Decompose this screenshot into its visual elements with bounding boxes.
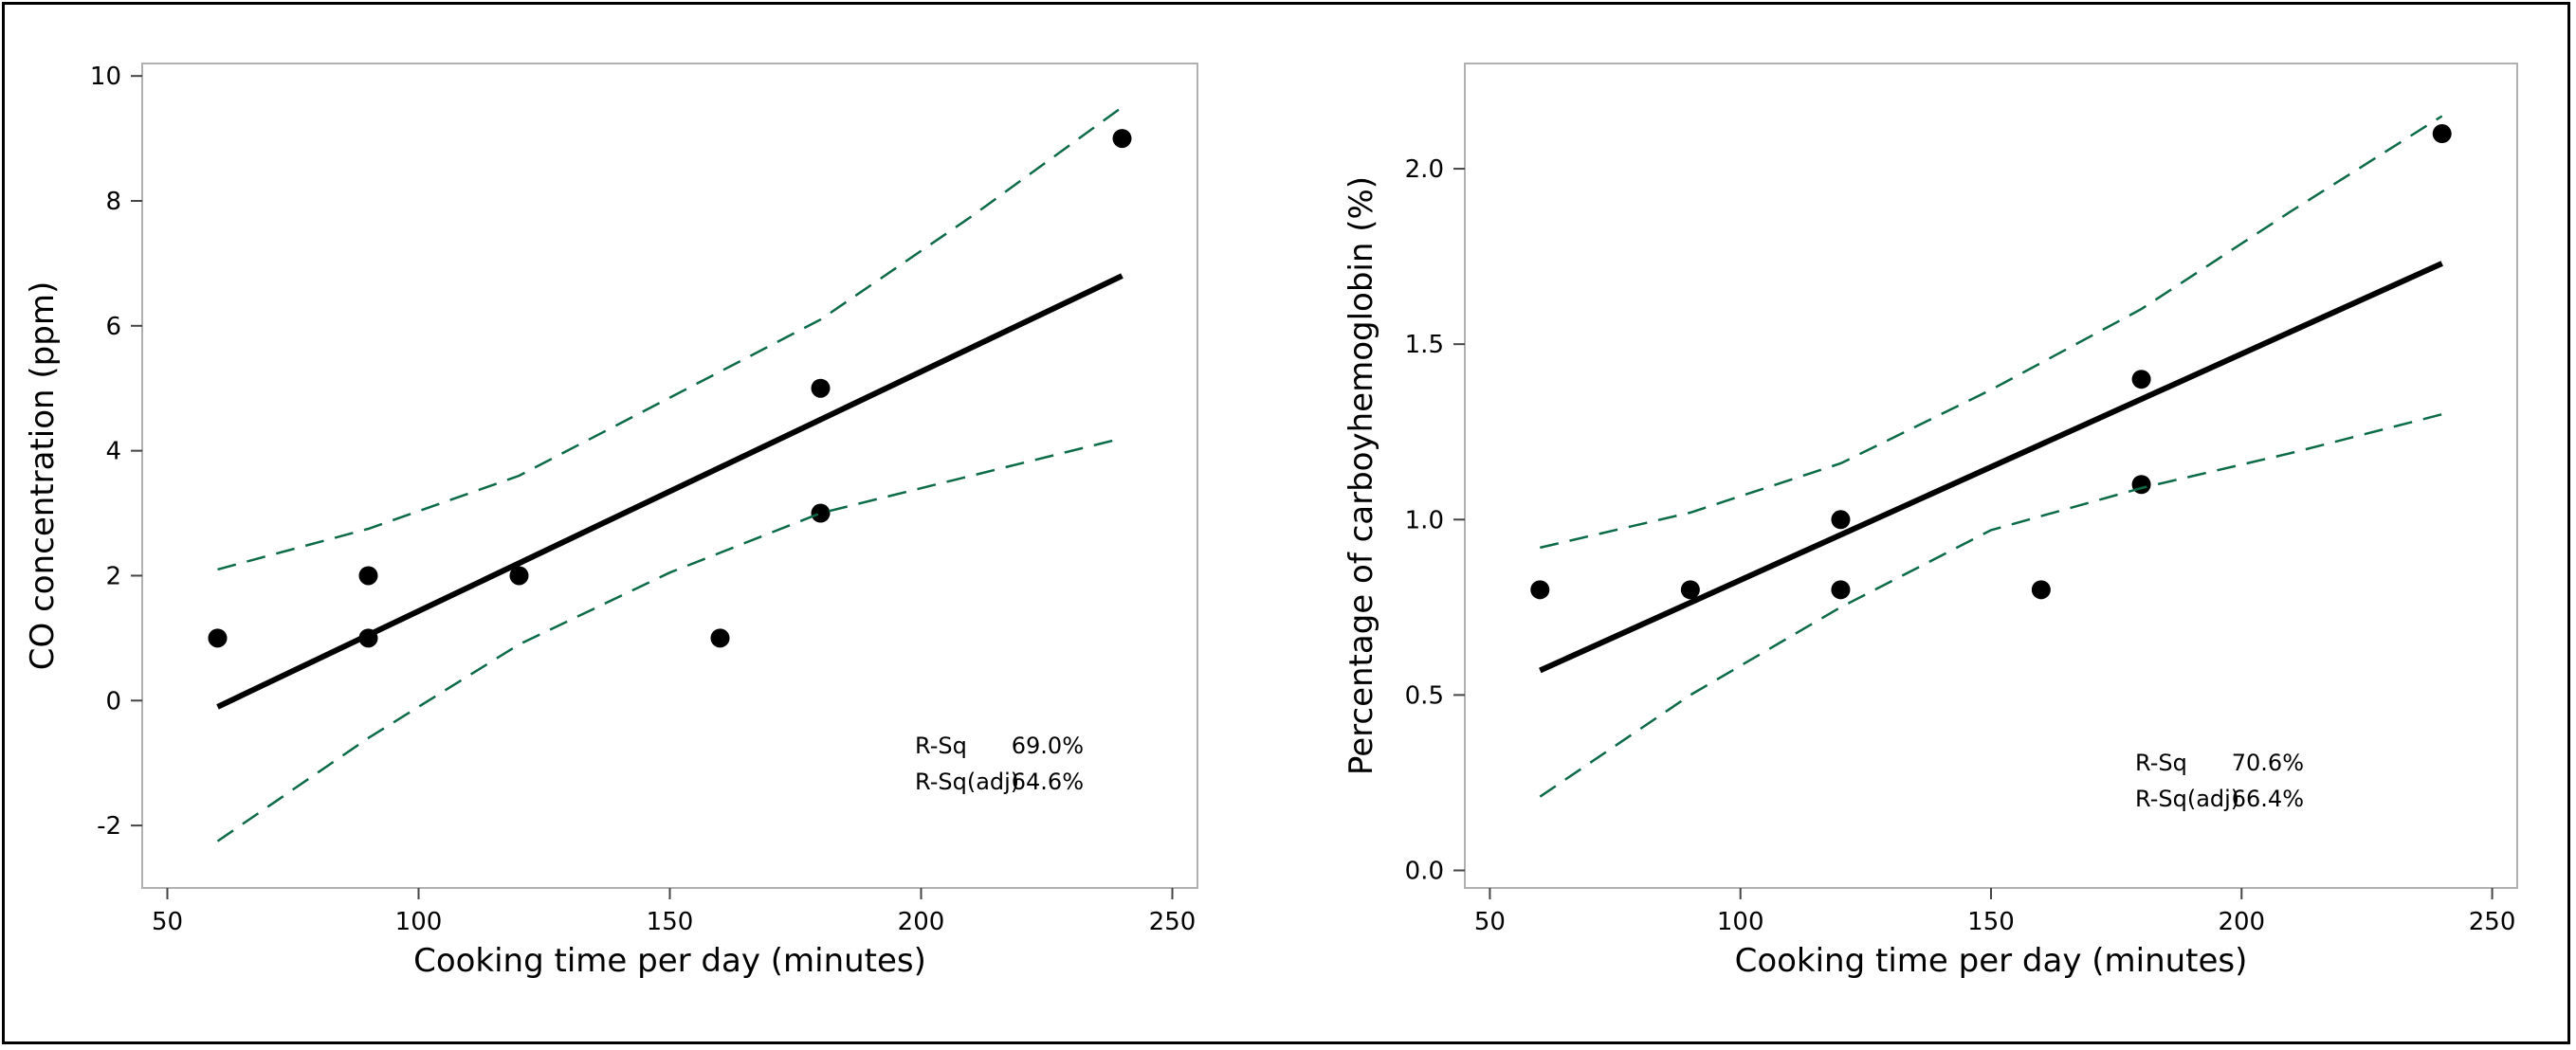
data-point	[811, 378, 831, 398]
x-axis-title: Cooking time per day (minutes)	[1735, 942, 2248, 980]
regression-line	[1539, 261, 2443, 674]
y-tick-label: -2	[97, 812, 121, 841]
y-tick-label: 0.5	[1405, 681, 1444, 710]
confidence-band-upper	[1540, 115, 2443, 550]
chart-co-concentration: 50 100 150 200 250 -2 0 2 4 6 8 10 Cooking time per …	[24, 63, 1198, 980]
stat-label: R-Sq	[2135, 750, 2187, 776]
data-point	[1530, 580, 1550, 600]
x-tick-label: 150	[647, 908, 694, 936]
stat-value: 66.4%	[2232, 786, 2304, 812]
y-tick-label: 8	[105, 188, 121, 216]
y-tick-label: 6	[105, 313, 121, 341]
x-tick-label: 150	[1967, 908, 2015, 936]
x-tick-label: 250	[1149, 908, 1197, 936]
x-tick-label: 200	[2218, 908, 2265, 936]
x-tick-label: 250	[2469, 908, 2516, 936]
confidence-band-lower	[1539, 412, 2443, 798]
y-tick-label: 2.0	[1405, 155, 1444, 184]
confidence-band-lower	[216, 437, 1123, 842]
data-point	[1112, 129, 1132, 149]
x-tick-label: 50	[152, 908, 183, 936]
x-tick-label: 200	[898, 908, 945, 936]
data-point	[2031, 580, 2051, 600]
data-point	[358, 566, 378, 586]
data-point	[710, 628, 730, 648]
data-point	[1831, 510, 1851, 530]
y-axis-title: Percentage of carboyhemoglobin (%)	[1343, 176, 1380, 775]
stat-value: 70.6%	[2232, 750, 2304, 776]
regression-line	[216, 273, 1124, 710]
y-tick-label: 10	[90, 63, 121, 91]
y-tick-label: 1.5	[1405, 331, 1444, 359]
y-tick-label: 1.0	[1405, 506, 1444, 534]
data-point	[1680, 580, 1700, 600]
stat-label: R-Sq(adj)	[2135, 786, 2239, 812]
y-tick-label: 2	[105, 562, 121, 590]
data-point	[208, 628, 228, 648]
y-tick-label: 0.0	[1405, 857, 1444, 885]
data-point	[509, 566, 529, 586]
chart-carboxyhemoglobin: 50 100 150 200 250 0.0 0.5 1.0 1.5 2.0 Cooking tim…	[1343, 63, 2518, 980]
stat-label: R-Sq(adj)	[915, 769, 1019, 795]
data-point	[2131, 370, 2151, 389]
data-point	[1831, 580, 1851, 600]
stat-value: 69.0%	[1012, 733, 1084, 759]
x-tick-label: 100	[395, 908, 443, 936]
plot-area-frame	[141, 63, 1198, 889]
data-point	[2432, 124, 2452, 144]
x-axis-title: Cooking time per day (minutes)	[413, 942, 926, 980]
stat-value: 64.6%	[1012, 769, 1084, 795]
y-tick-label: 4	[105, 438, 121, 466]
stat-label: R-Sq	[915, 733, 967, 759]
confidence-band-upper	[217, 106, 1124, 571]
y-tick-label: 0	[105, 687, 121, 715]
data-point	[811, 503, 831, 523]
y-axis-title: CO concentration (ppm)	[24, 281, 62, 670]
x-tick-label: 50	[1474, 908, 1506, 936]
plot-area-frame	[1464, 63, 2518, 889]
x-tick-label: 100	[1717, 908, 1764, 936]
